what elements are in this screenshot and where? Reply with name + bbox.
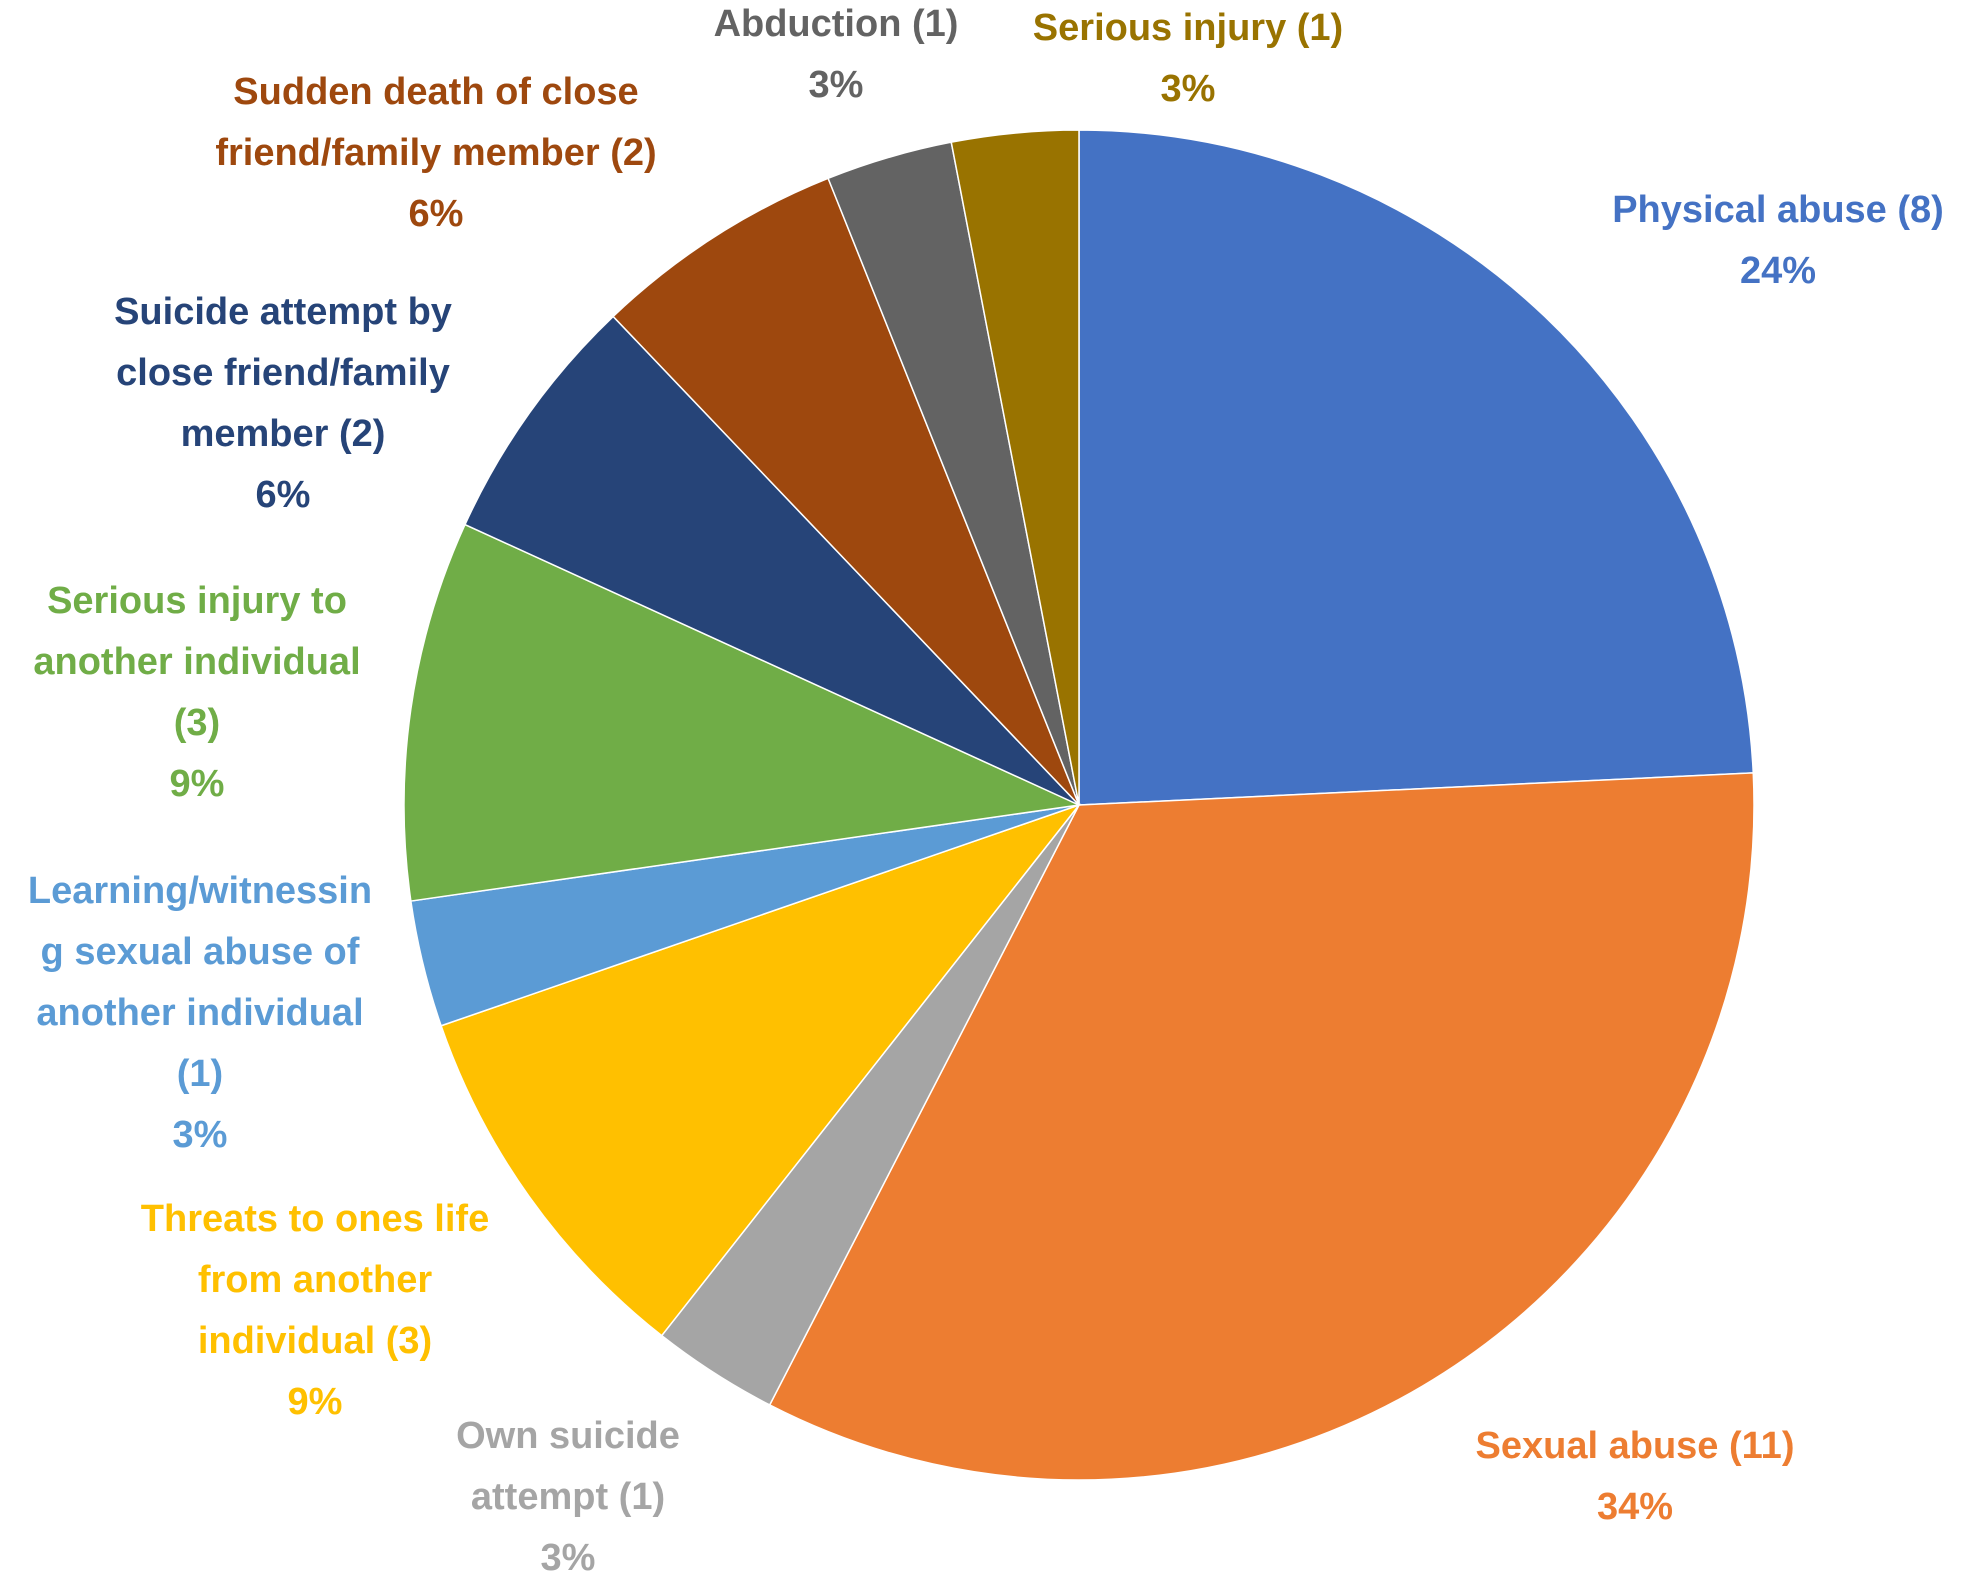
slice-label-0: Physical abuse (8) 24%	[1612, 189, 1944, 292]
slice-label-line: Threats to ones life	[141, 1198, 489, 1240]
slice-label-line: from another	[198, 1259, 433, 1301]
slice-label-line: 9%	[288, 1381, 343, 1423]
slice-label-line: 34%	[1597, 1486, 1673, 1528]
slice-label-line: 24%	[1740, 250, 1816, 292]
pie-slice-5	[403, 523, 1082, 902]
slice-label-line: another individual	[36, 992, 363, 1034]
pie-slice-6	[464, 315, 1080, 806]
slice-label-line: close friend/family	[116, 352, 450, 394]
slice-label-line: (1)	[177, 1053, 223, 1095]
slice-label-line: Suicide attempt by	[114, 291, 452, 333]
slice-label-line: member (2)	[181, 413, 386, 455]
slice-label-2: Own suicide attempt (1) 3%	[456, 1415, 680, 1579]
slice-label-line: Learning/witnessin	[28, 870, 372, 912]
slice-label-1: Sexual abuse (11) 34%	[1476, 1425, 1795, 1528]
slice-label-line: attempt (1)	[471, 1476, 665, 1518]
slice-label-line: 9%	[170, 763, 225, 805]
slice-label-line: 3%	[173, 1114, 228, 1156]
slice-label-line: Serious injury to	[47, 580, 347, 622]
pie-slice-9	[950, 129, 1080, 806]
slice-label-line: Abduction (1)	[714, 3, 959, 45]
slice-label-line: 6%	[256, 474, 311, 516]
pie-slices	[403, 129, 1755, 1481]
slice-label-line: Own suicide	[456, 1415, 680, 1457]
pie-slice-3	[440, 803, 1082, 1337]
slice-label-6: Suicide attempt by close friend/family mem…	[114, 291, 452, 516]
slice-label-9: Serious injury (1) 3%	[1033, 7, 1343, 110]
slice-label-5: Serious injury to another individual (3) 9%	[33, 580, 360, 805]
slice-label-line: 6%	[409, 193, 464, 235]
pie-slice-0	[1078, 129, 1755, 806]
slice-label-line: 3%	[541, 1537, 596, 1579]
pie-slice-1	[768, 772, 1755, 1481]
slice-label-line: Sexual abuse (11)	[1476, 1425, 1795, 1467]
slice-label-line: g sexual abuse of	[41, 931, 360, 973]
slice-label-line: Physical abuse (8)	[1612, 189, 1944, 231]
slice-label-line: another individual	[33, 641, 360, 683]
pie-slice-7	[612, 177, 1080, 806]
slice-label-line: 3%	[1161, 68, 1216, 110]
slice-label-line: Serious injury (1)	[1033, 7, 1343, 49]
slice-label-8: Abduction (1) 3%	[714, 3, 959, 106]
slice-label-line: (3)	[174, 702, 220, 744]
slice-label-line: Sudden death of close	[233, 71, 638, 113]
slice-label-line: individual (3)	[198, 1320, 432, 1362]
slice-label-7: Sudden death of close friend/family membe…	[215, 71, 656, 235]
slice-label-line: friend/family member (2)	[215, 132, 656, 174]
slice-label-line: 3%	[809, 64, 864, 106]
slice-label-4: Learning/witnessin g sexual abuse of anoth…	[28, 870, 372, 1156]
pie-labels: Physical abuse (8) 24% Sexual abuse (11) 34…	[28, 3, 1944, 1579]
slice-label-3: Threats to ones life from another individu…	[141, 1198, 489, 1423]
